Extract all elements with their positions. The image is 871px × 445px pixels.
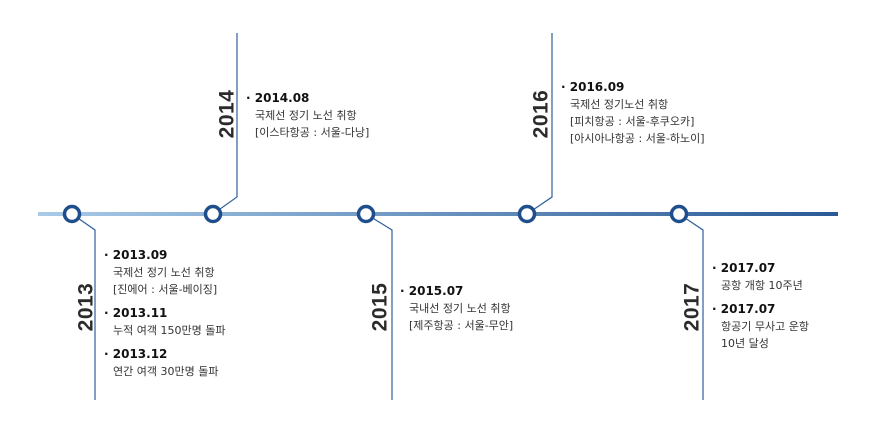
entry-line: 국내선 정기 노선 취항 xyxy=(409,302,511,315)
connector-2015 xyxy=(365,213,393,400)
entry-line: [피치항공 : 서울-후쿠오카] xyxy=(570,115,695,128)
entry-date: 2017.07 xyxy=(712,301,809,318)
year-label-2016: 2016 xyxy=(529,89,553,139)
entry-date: 2013.12 xyxy=(104,346,225,363)
node-2016 xyxy=(517,204,537,224)
year-label-2015: 2015 xyxy=(368,282,392,332)
timeline-axis xyxy=(38,212,838,216)
entry-line: [이스타항공 : 서울-다낭] xyxy=(255,126,370,139)
entry-line: 10년 달성 xyxy=(721,337,769,350)
entry-line: [진에어 : 서울-베이징] xyxy=(113,283,218,296)
node-2015 xyxy=(356,204,376,224)
year-label-2013: 2013 xyxy=(74,282,98,332)
entry-date: 2014.08 xyxy=(246,90,369,107)
entry-line: 국제선 정기 노선 취항 xyxy=(113,266,215,279)
entry-line: 누적 여객 150만명 돌파 xyxy=(113,324,226,337)
year-label-2014: 2014 xyxy=(215,89,239,139)
entry-date: 2013.11 xyxy=(104,305,225,322)
entry-line: 연간 여객 30만명 돌파 xyxy=(113,365,219,378)
milestone-2017-text: 2017.07 공항 개항 10주년 2017.07 항공기 무사고 운항 10… xyxy=(712,260,809,352)
connector-2014 xyxy=(212,33,238,215)
connector-2013 xyxy=(71,213,96,400)
connector-2017 xyxy=(678,213,704,400)
entry-line: 국제선 정기 노선 취항 xyxy=(255,109,357,122)
entry-line: [제주항공 : 서울-무안] xyxy=(409,319,514,332)
entry-date: 2015.07 xyxy=(400,283,513,300)
milestone-2016-text: 2016.09 국제선 정기노선 취항 [피치항공 : 서울-후쿠오카] [아시… xyxy=(561,79,705,147)
connector-2016 xyxy=(526,33,553,215)
milestone-2013-text: 2013.09 국제선 정기 노선 취항 [진에어 : 서울-베이징] 2013… xyxy=(104,247,226,380)
milestone-2015-text: 2015.07 국내선 정기 노선 취항 [제주항공 : 서울-무안] xyxy=(400,283,513,334)
year-label-2017: 2017 xyxy=(680,282,704,332)
entry-line: 항공기 무사고 운항 xyxy=(721,320,809,333)
node-2013 xyxy=(62,204,82,224)
entry-date: 2013.09 xyxy=(104,247,225,264)
node-2017 xyxy=(669,204,689,224)
node-2014 xyxy=(203,204,223,224)
entry-date: 2017.07 xyxy=(712,260,809,277)
milestone-2014-text: 2014.08 국제선 정기 노선 취항 [이스타항공 : 서울-다낭] xyxy=(246,90,370,141)
entry-line: [아시아나항공 : 서울-하노이] xyxy=(570,132,705,145)
entry-line: 국제선 정기노선 취항 xyxy=(570,98,669,111)
entry-line: 공항 개항 10주년 xyxy=(721,279,803,292)
entry-date: 2016.09 xyxy=(561,79,705,96)
